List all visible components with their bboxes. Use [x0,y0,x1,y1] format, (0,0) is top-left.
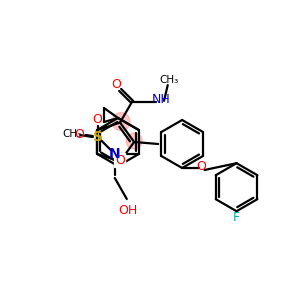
Text: O: O [92,112,102,125]
Text: OH: OH [118,203,137,217]
Text: S: S [93,130,103,144]
Text: O: O [74,128,84,140]
Text: NH: NH [152,93,170,106]
Text: F: F [233,211,240,224]
Text: O: O [196,160,206,173]
Circle shape [112,112,130,130]
Text: N: N [109,147,121,161]
Text: CH₃: CH₃ [63,129,82,139]
Text: O: O [115,154,125,167]
Text: CH₃: CH₃ [159,75,178,85]
Text: O: O [111,78,121,92]
Circle shape [126,133,142,149]
